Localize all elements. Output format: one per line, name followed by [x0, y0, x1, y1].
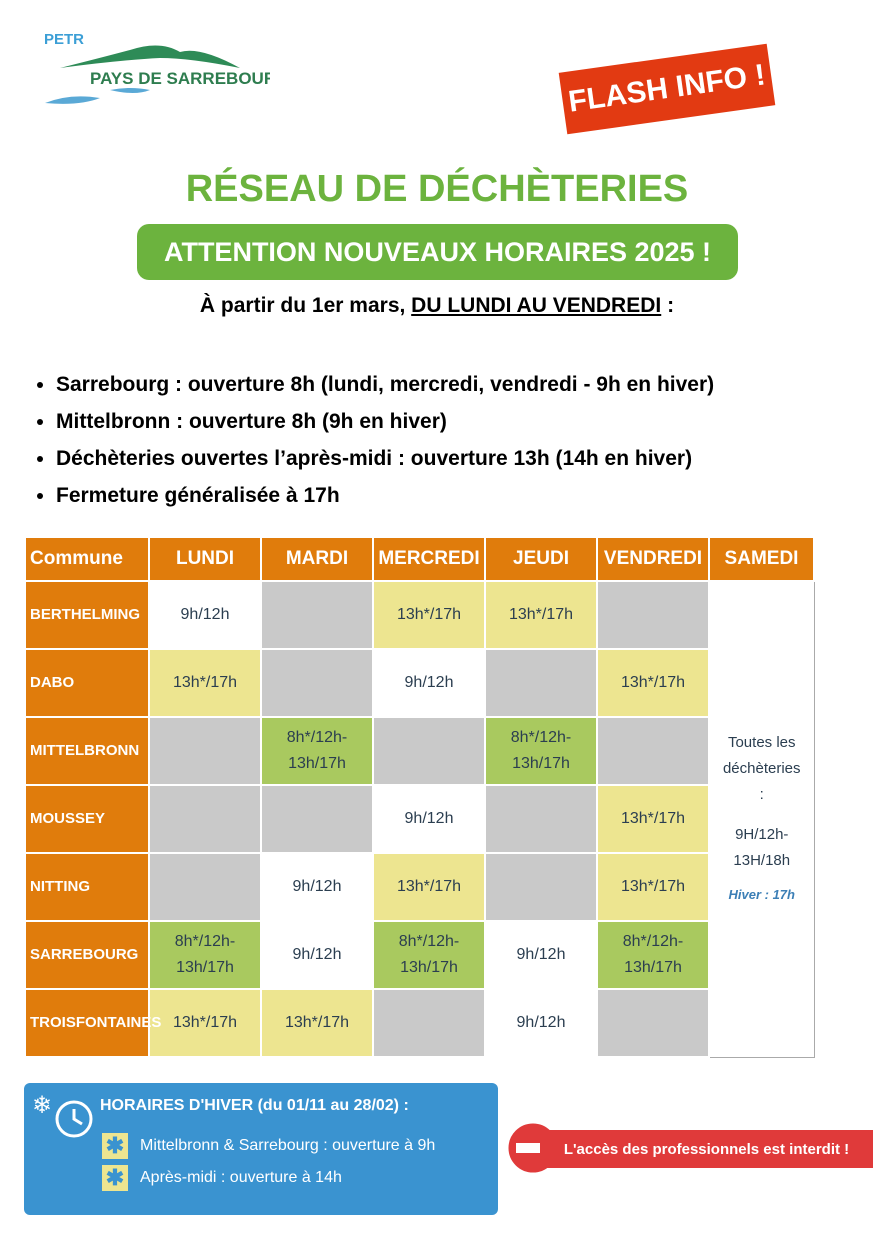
winter-text: Après-midi : ouverture à 14h [140, 1169, 342, 1186]
column-header: VENDREDI [596, 536, 710, 582]
closed-cell [372, 716, 486, 786]
schedule-table: Commune LUNDI MARDI MERCREDI JEUDI VENDREDI SA… [24, 536, 815, 1058]
notice: L'accès des professionnels est interdit … [540, 1130, 873, 1168]
winter-title: HORAIRES D'HIVER (du 01/11 au 28/02) : [100, 1097, 409, 1114]
intro-text: : [661, 294, 675, 317]
hours-cell: 8h*/12h-13h/17h [260, 716, 374, 786]
saturday-intro: Toutes les déchèteries : [722, 734, 801, 804]
hours-cell: 9h/12h [148, 580, 262, 650]
bullet: Déchèteries ouvertes l’après-midi : ouve… [56, 440, 714, 477]
hours-cell: 13h*/17h [148, 988, 262, 1058]
table-row: SARREBOURG 8h*/12h-13h/17h 9h/12h 8h*/12h-1… [24, 920, 814, 990]
hours-cell: 13h*/17h [596, 852, 710, 922]
commune: DABO [24, 648, 150, 718]
closed-cell [596, 716, 710, 786]
saturday-hours: 9H/12h-13H/18h [733, 826, 791, 870]
winter-text: Mittelbronn & Sarrebourg : ouverture à 9… [140, 1137, 436, 1154]
logo-mountains [60, 45, 240, 68]
svg-text:❄: ❄ [32, 1092, 52, 1119]
closed-cell [484, 784, 598, 854]
saturday-winter: Hiver : 17h [728, 887, 795, 903]
closed-cell [484, 852, 598, 922]
table-row: MOUSSEY 9h/12h 13h*/17h [24, 784, 814, 854]
bullet-list: Sarrebourg : ouverture 8h (lundi, mercre… [26, 366, 714, 514]
star-icon: ✱ [102, 1165, 128, 1191]
table-row: NITTING 9h/12h 13h*/17h 13h*/17h [24, 852, 814, 922]
hours-cell: 9h/12h [372, 784, 486, 854]
closed-cell [260, 648, 374, 718]
intro-text: À partir du 1er mars, [199, 294, 412, 317]
column-header: SAMEDI [708, 536, 815, 582]
commune: SARREBOURG [24, 920, 150, 990]
column-header: MARDI [260, 536, 374, 582]
hours-cell: 13h*/17h [260, 988, 374, 1058]
closed-cell [260, 784, 374, 854]
closed-cell [260, 580, 374, 650]
hours-cell: 9h/12h [372, 648, 486, 718]
intro-days: DU LUNDI AU VENDREDI [411, 294, 662, 317]
table-row: BERTHELMING 9h/12h 13h*/17h 13h*/17h Toutes … [24, 580, 815, 1058]
hours-cell: 9h/12h [260, 920, 374, 990]
header-row: Commune LUNDI MARDI MERCREDI JEUDI VENDREDI SA… [24, 536, 815, 582]
closed-cell [148, 784, 262, 854]
flash-info: FLASH INFO ! [558, 43, 776, 135]
logo: PETR PAYS DE SARREBOURG [44, 31, 270, 104]
table-row: DABO 13h*/17h 9h/12h 13h*/17h [24, 648, 814, 718]
closed-cell [148, 852, 262, 922]
hours-cell: 13h*/17h [596, 784, 710, 854]
logo-acronym: PETR [44, 31, 84, 48]
commune: BERTHELMING [24, 580, 150, 650]
column-header: JEUDI [484, 536, 598, 582]
commune: NITTING [24, 852, 150, 922]
commune: MOUSSEY [24, 784, 150, 854]
hours-cell: 9h/12h [484, 920, 598, 990]
hours-cell: 8h*/12h-13h/17h [148, 920, 262, 990]
commune: TROISFONTAINES [24, 988, 161, 1058]
hours-cell: 9h/12h [484, 988, 598, 1058]
banner: ATTENTION NOUVEAUX HORAIRES 2025 ! [137, 224, 738, 280]
bullet: Sarrebourg : ouverture 8h (lundi, mercre… [56, 366, 714, 403]
column-header: LUNDI [148, 536, 262, 582]
title: RÉSEAU DE DÉCHÈTERIES [185, 168, 689, 210]
logo-water [45, 88, 150, 104]
bullet: Mittelbronn : ouverture 8h (9h en hiver) [56, 403, 714, 440]
table-row: MITTELBRONN 8h*/12h-13h/17h 8h*/12h-13h/17… [24, 716, 814, 786]
winter-item: ✱ Après-midi : ouverture à 14h [102, 1165, 342, 1191]
bullet: Fermeture généralisée à 17h [56, 477, 714, 514]
hours-cell: 13h*/17h [148, 648, 262, 718]
hours-cell: 13h*/17h [596, 648, 710, 718]
column-header: Commune [24, 536, 150, 582]
saturday-cell: Toutes les déchèteries : 9H/12h-13H/18h Hi… [708, 580, 815, 1058]
table-row: TROISFONTAINES 13h*/17h 13h*/17h 9h/12h [24, 988, 814, 1058]
closed-cell [372, 988, 486, 1058]
star-icon: ✱ [102, 1133, 128, 1159]
winter-icon: ❄ [32, 1092, 93, 1138]
hours-cell: 8h*/12h-13h/17h [372, 920, 486, 990]
column-header: MERCREDI [372, 536, 486, 582]
hours-cell: 8h*/12h-13h/17h [484, 716, 598, 786]
closed-cell [148, 716, 262, 786]
closed-cell [596, 580, 710, 650]
winter-box: ❄ HORAIRES D'HIVER (du 01/11 au 28/02) :… [24, 1083, 498, 1215]
hours-cell: 13h*/17h [372, 580, 486, 650]
logo-name: PAYS DE SARREBOURG [90, 69, 270, 88]
hours-cell: 13h*/17h [484, 580, 598, 650]
hours-cell: 8h*/12h-13h/17h [596, 920, 710, 990]
closed-cell [484, 648, 598, 718]
intro: À partir du 1er mars, DU LUNDI AU VENDRE… [0, 294, 874, 318]
winter-item: ✱ Mittelbronn & Sarrebourg : ouverture à … [102, 1133, 435, 1159]
closed-cell [596, 988, 710, 1058]
commune: MITTELBRONN [24, 716, 150, 786]
hours-cell: 9h/12h [260, 852, 374, 922]
hours-cell: 13h*/17h [372, 852, 486, 922]
